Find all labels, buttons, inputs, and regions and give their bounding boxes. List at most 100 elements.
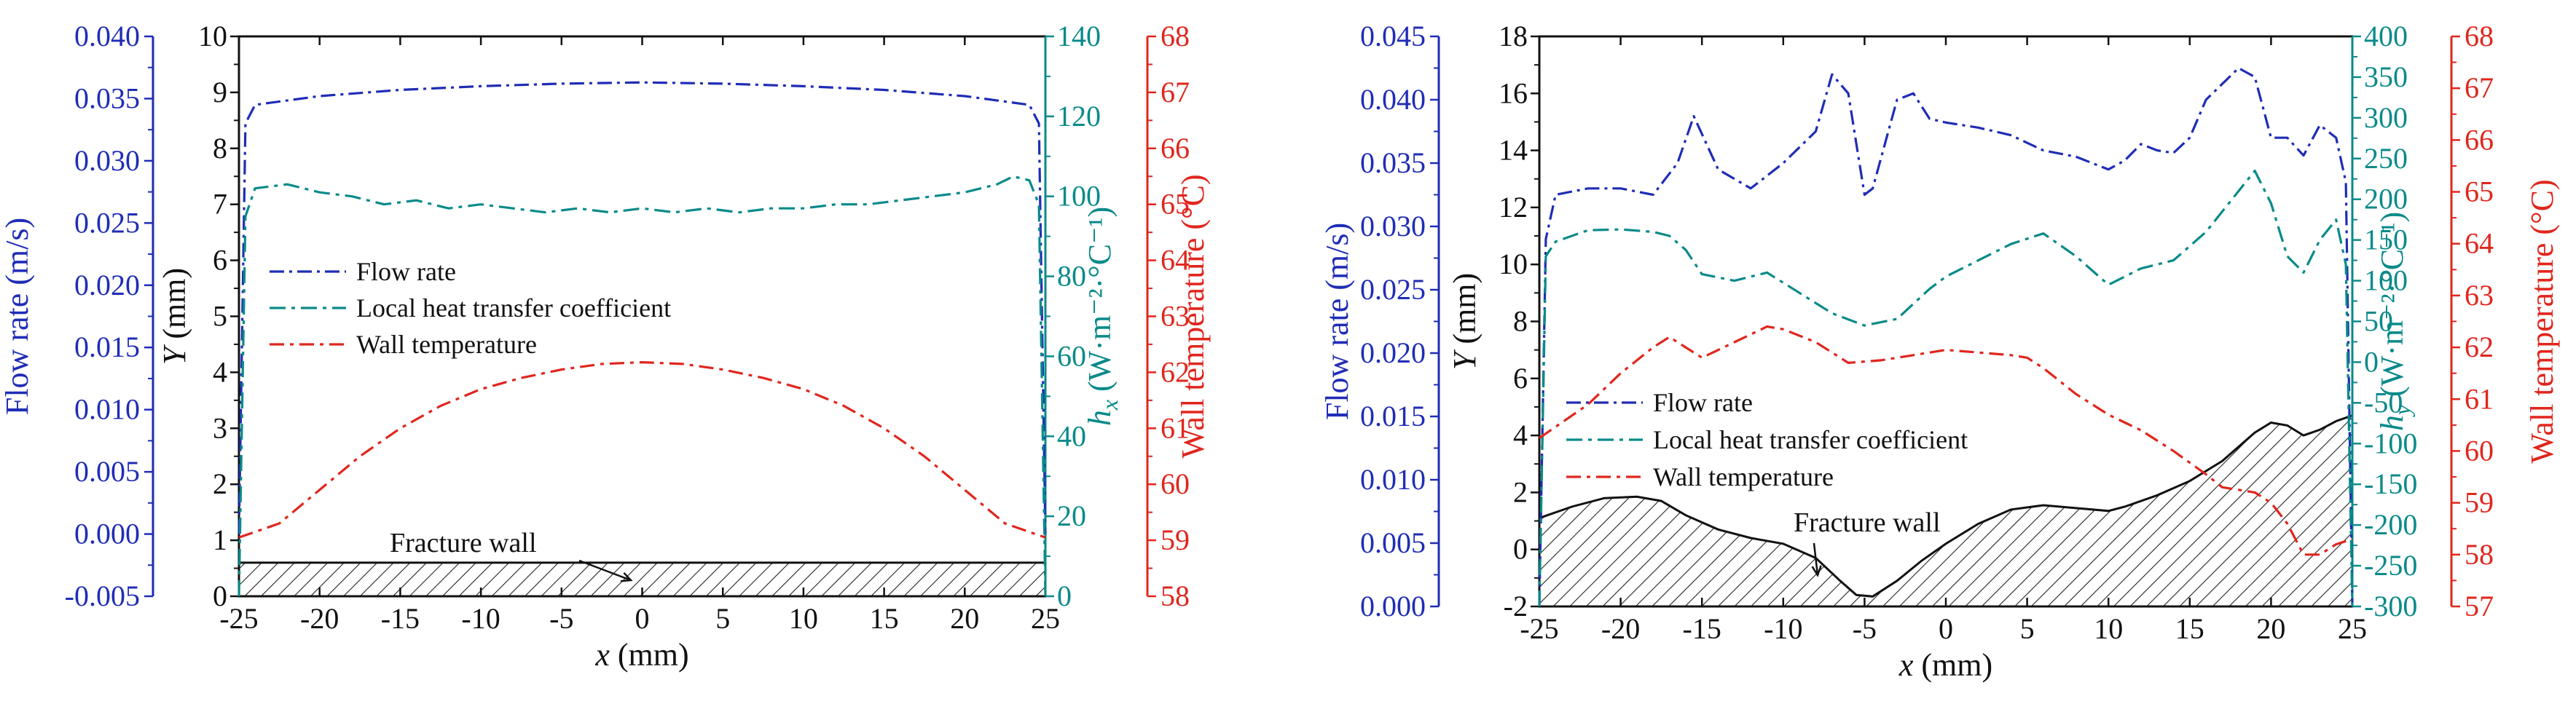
y-tick-label-flow: 0.005 (74, 455, 140, 488)
y-tick-label-h: -50 (2364, 386, 2403, 419)
y-tick-label-flow: 0.025 (74, 206, 140, 239)
axis-title-y: Y (mm) (157, 268, 192, 365)
y-tick-label-h: 20 (1057, 499, 1086, 532)
legend-label: Flow rate (356, 257, 456, 286)
x-tick-label: 0 (635, 602, 650, 635)
y-tick-label-T: 64 (2465, 227, 2494, 260)
x-tick-label: 20 (950, 602, 979, 635)
y-tick-label-T: 67 (1161, 76, 1190, 108)
y-tick-label-Y: 16 (1499, 76, 1528, 109)
legend-label: Local heat transfer coefficient (356, 293, 671, 323)
y-tick-label-flow: 0.015 (74, 331, 140, 363)
y-tick-label-h: -150 (2364, 467, 2417, 500)
x-tick-label: -20 (300, 602, 339, 635)
x-tick-label: 25 (2338, 612, 2367, 645)
y-tick-label-h: 250 (2364, 142, 2408, 175)
fracture-wall-hatch (239, 562, 1045, 596)
y-tick-label-flow: -0.005 (65, 580, 140, 612)
y-tick-label-flow: 0.045 (1360, 20, 1426, 52)
x-tick-label: -5 (1853, 612, 1877, 645)
y-tick-label-Y: 2 (1513, 475, 1528, 508)
x-axis-title: x (mm) (1898, 647, 1992, 683)
axis-title-flow: Flow rate (m/s) (0, 218, 35, 415)
y-tick-label-flow: 0.030 (1360, 210, 1426, 242)
legend-label: Local heat transfer coefficient (1653, 425, 1968, 454)
y-tick-label-T: 59 (2465, 486, 2494, 519)
x-tick-label: 5 (715, 602, 730, 635)
y-tick-label-h: 0 (1057, 580, 1072, 612)
annotation-arrow (1813, 542, 1819, 576)
y-tick-label-flow: 0.040 (74, 20, 140, 52)
y-tick-label-Y: 6 (213, 244, 227, 277)
y-tick-label-T: 67 (2465, 71, 2494, 104)
x-tick-label: -25 (219, 602, 258, 635)
legend-label: Wall temperature (356, 330, 537, 359)
y-tick-label-flow: 0.020 (74, 269, 140, 301)
y-tick-label-h: 80 (1057, 260, 1086, 293)
x-tick-label: -10 (1764, 612, 1802, 645)
legend: Flow rate Local heat transfer coefficient… (1566, 388, 1968, 491)
y-tick-label-flow: 0.030 (74, 144, 140, 177)
y-tick-label-T: 58 (2465, 538, 2494, 571)
y-tick-label-Y: 5 (213, 300, 227, 333)
y-tick-label-Y: 18 (1499, 20, 1528, 52)
series-line-wall-temperature (238, 361, 1046, 539)
y-tick-label-Y: 4 (1513, 419, 1528, 451)
legend-label: Wall temperature (1653, 462, 1834, 491)
y-tick-label-T: 60 (2465, 434, 2494, 467)
y-tick-label-T: 65 (2465, 175, 2494, 208)
y-tick-label-T: 58 (1161, 580, 1190, 612)
y-tick-label-Y: 14 (1499, 134, 1528, 167)
series-line-flow-rate (1538, 66, 2354, 607)
y-tick-label-flow: 0.010 (74, 393, 140, 426)
annotation-arrow-head (1811, 565, 1822, 577)
y-tick-label-h: 350 (2364, 60, 2408, 93)
y-tick-label-T: 62 (2465, 331, 2494, 363)
axis-title-flow: Flow rate (m/s) (1319, 223, 1355, 420)
y-tick-label-T: 66 (2465, 123, 2494, 156)
annotation-arrow (578, 559, 632, 582)
y-tick-label-flow: 0.000 (1360, 590, 1426, 622)
y-tick-label-h: 400 (2364, 20, 2408, 52)
x-tick-label: -5 (549, 602, 573, 635)
axis-title-t: Wall temperature (°C) (1175, 174, 1211, 458)
y-tick-label-T: 68 (2465, 20, 2494, 52)
y-tick-label-h: 300 (2364, 101, 2408, 134)
y-tick-label-flow: 0.020 (1360, 336, 1426, 369)
axis-title-h: hy (W·m⁻²·°C⁻¹) (2374, 212, 2415, 431)
series-line-flow-rate (237, 81, 1047, 534)
y-tick-label-h: 100 (1057, 180, 1101, 213)
y-tick-label-T: 64 (1161, 244, 1190, 277)
x-tick-label: 10 (789, 602, 818, 635)
y-tick-label-Y: 4 (213, 355, 227, 388)
fracture-wall-hatch (1539, 415, 2352, 606)
x-tick-label: 25 (1031, 602, 1060, 635)
x-tick-label: 0 (1939, 612, 1953, 645)
y-tick-label-h: 140 (1057, 20, 1101, 52)
y-tick-label-Y: 12 (1499, 191, 1528, 224)
x-tick-label: -15 (381, 602, 420, 635)
legend: Flow rate Local heat transfer coefficient… (270, 257, 671, 359)
y-tick-label-T: 62 (1161, 355, 1190, 388)
y-tick-label-T: 61 (2465, 382, 2494, 415)
y-tick-label-h: 120 (1057, 100, 1101, 133)
y-tick-label-T: 59 (1161, 523, 1190, 556)
annotation-fracture-wall: Fracture wall (1794, 507, 1941, 538)
y-tick-label-flow: 0.005 (1360, 526, 1426, 559)
x-tick-label: -15 (1683, 612, 1721, 645)
y-tick-label-Y: 10 (198, 20, 227, 52)
y-tick-label-flow: 0.000 (74, 518, 140, 550)
series-line-wall-temperature (1539, 325, 2353, 556)
y-tick-label-h: -200 (2364, 508, 2417, 541)
y-tick-label-Y: 2 (213, 467, 227, 500)
x-tick-label: -10 (461, 602, 500, 635)
axis-title-t: Wall temperature (°C) (2524, 179, 2560, 463)
y-tick-label-Y: 1 (213, 523, 227, 556)
left-chart-panel: -25 -20 -15 -10 -5 0 5 10 15 20 25x (mm)-0.0050.00… (0, 20, 1211, 673)
x-tick-label: 15 (2175, 612, 2204, 645)
y-tick-label-T: 57 (2465, 590, 2494, 622)
y-tick-label-Y: 9 (213, 76, 227, 108)
y-tick-label-Y: 3 (213, 411, 227, 444)
y-tick-label-h: 200 (2364, 183, 2408, 215)
